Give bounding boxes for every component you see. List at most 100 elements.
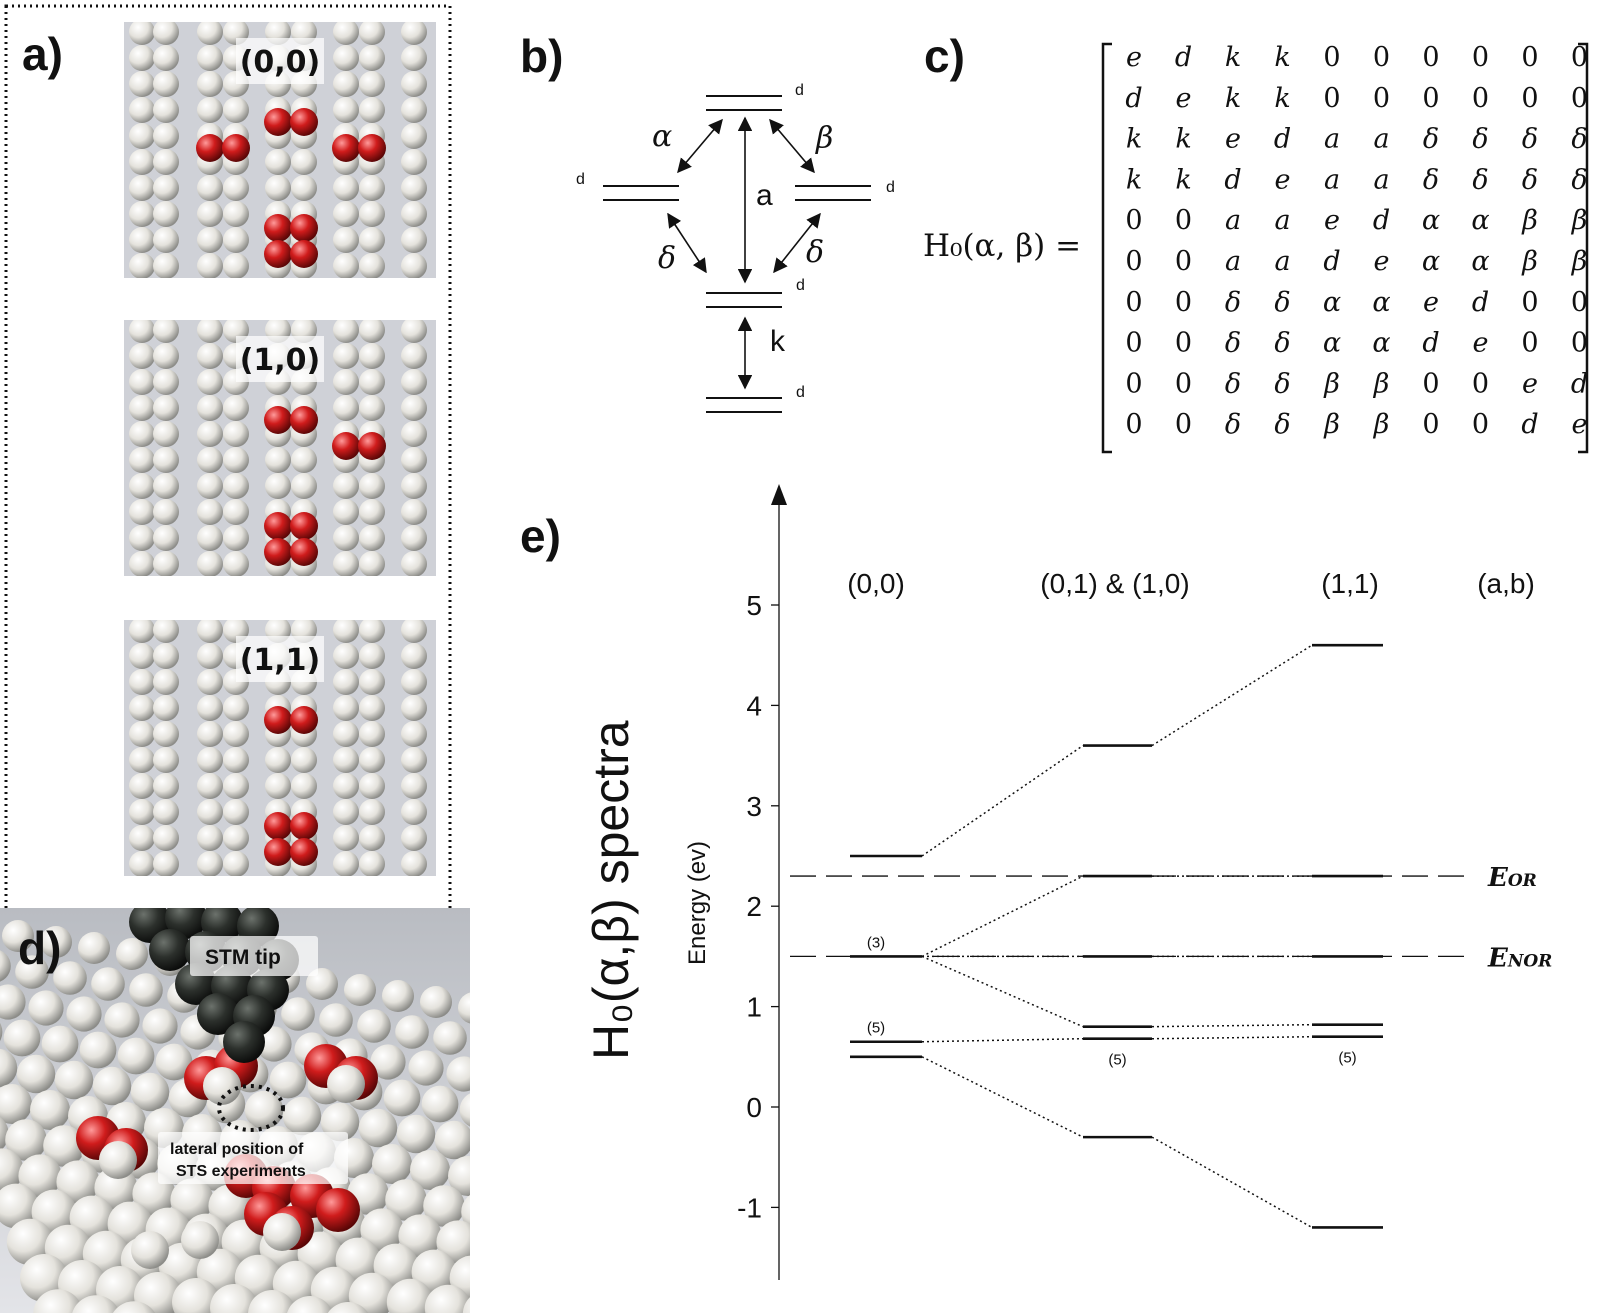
surface-atom [197, 551, 223, 576]
matrix-cell: d [1175, 42, 1192, 73]
matrix-cell: δ [1274, 328, 1290, 359]
surface-atom [333, 499, 359, 525]
surface-atom [401, 499, 427, 525]
surface-atom [0, 1183, 39, 1229]
surface-atom [359, 669, 385, 695]
surface-atom [401, 395, 427, 421]
level-connector [1151, 644, 1313, 747]
surface-atom [433, 1021, 467, 1055]
surface-atom [153, 175, 179, 201]
matrix-cell: a [1274, 246, 1290, 277]
surface-atom [333, 201, 359, 227]
level-lines [603, 95, 871, 413]
level-connector [1151, 1023, 1313, 1028]
panel-b: b) d d d d d α β δ δ a k [520, 30, 895, 413]
surface-atom [129, 973, 163, 1007]
surface-atom [5, 1119, 47, 1161]
matrix-cell: α [1372, 287, 1390, 318]
surface-atom [448, 1156, 470, 1196]
surface-atom [401, 721, 427, 747]
column-header: (0,0) [847, 568, 905, 599]
surface-atom [244, 1090, 284, 1130]
surface-atom [129, 175, 155, 201]
panel-e-letter: e) [520, 510, 561, 562]
matrix-cell: e [1275, 164, 1291, 195]
surface-atom [0, 984, 26, 1020]
surface-atom [287, 1296, 333, 1313]
surface-atom [333, 551, 359, 576]
surface-atom [223, 395, 249, 421]
surface-atom [359, 499, 385, 525]
surface-atom [401, 320, 427, 343]
y-tick-label: 0 [746, 1092, 762, 1123]
adsorbate-atom [264, 812, 292, 840]
tip-label-box [190, 936, 318, 976]
adsorbate-atom [290, 108, 318, 136]
matrix-cell: 0 [1373, 83, 1390, 114]
surface-atom [401, 799, 427, 825]
surface-atom [153, 851, 179, 876]
surface-atom [333, 620, 359, 643]
y-axis-subtitle: Energy (ev) [684, 841, 711, 965]
surface-atom [488, 1262, 533, 1307]
adsorbate-atom [264, 108, 292, 136]
surface-atom [471, 1027, 505, 1061]
surface-atom [129, 395, 155, 421]
surface-atom [291, 747, 317, 773]
matrix-cell: β [1323, 409, 1340, 440]
surface-atom [153, 473, 179, 499]
config-label: (1,1) [240, 643, 321, 678]
matrix-cell: d [1125, 83, 1142, 114]
surface-atom [54, 1060, 94, 1100]
surface-atom [263, 1213, 301, 1251]
stm-tip-label: STM tip [205, 946, 281, 969]
surface-atom [474, 1226, 517, 1269]
surface-atom [153, 97, 179, 123]
surface-atom [401, 149, 427, 175]
surface-atom [550, 1238, 593, 1281]
matrix-cell: δ [1522, 124, 1538, 155]
surface-atom [333, 175, 359, 201]
matrix-cell: 0 [1472, 42, 1489, 73]
matrix-bracket-right [1578, 42, 1589, 454]
matrix-cell: α [1422, 246, 1440, 277]
config-tile: (1,1) [124, 620, 436, 876]
matrix-cell: α [1471, 246, 1489, 277]
matrix-cell: d [1274, 124, 1291, 155]
matrix-cell: β [1521, 246, 1538, 277]
surface-atom [382, 980, 414, 1012]
surface-atom [197, 721, 223, 747]
matrix-cell: a [1324, 164, 1340, 195]
surface-atom [197, 620, 223, 643]
matrix-cell: β [1323, 368, 1340, 399]
surface-atom [265, 473, 291, 499]
surface-atom [223, 747, 249, 773]
surface-atom [344, 974, 376, 1006]
config-label-box [236, 38, 324, 84]
panel-c-letter: c) [924, 30, 965, 82]
surface-atom [333, 45, 359, 71]
surface-atom [197, 45, 223, 71]
surface-atom [153, 551, 179, 576]
surface-atom [423, 1185, 465, 1227]
surface-atom [401, 369, 427, 395]
surface-atom [333, 395, 359, 421]
surface-atom [512, 1232, 555, 1275]
surface-atom [129, 643, 155, 669]
tip-atom [223, 1021, 265, 1063]
tip-atom [197, 993, 239, 1035]
surface-atom [291, 175, 317, 201]
surface-atom [129, 721, 155, 747]
matrix-cell: α [1372, 328, 1390, 359]
surface-atom [333, 825, 359, 851]
surface-atom [153, 695, 179, 721]
surface-atom [333, 695, 359, 721]
matrix-cell: e [1225, 124, 1241, 155]
surface-atom [130, 1072, 170, 1112]
matrix-cell: k [1274, 83, 1290, 114]
surface-atom [0, 950, 11, 982]
surface-atom [153, 620, 179, 643]
surface-atom [3, 1019, 41, 1057]
column-header: (a,b) [1477, 568, 1535, 599]
surface-atom [131, 1231, 169, 1269]
